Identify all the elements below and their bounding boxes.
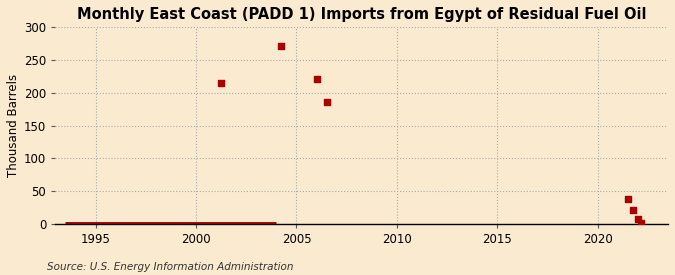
- Point: [216, 81, 227, 85]
- Title: Monthly East Coast (PADD 1) Imports from Egypt of Residual Fuel Oil: Monthly East Coast (PADD 1) Imports from…: [77, 7, 647, 22]
- Point: [636, 221, 647, 225]
- Point: [622, 197, 633, 201]
- Text: Source: U.S. Energy Information Administration: Source: U.S. Energy Information Administ…: [47, 262, 294, 272]
- Point: [311, 77, 322, 81]
- Y-axis label: Thousand Barrels: Thousand Barrels: [7, 74, 20, 177]
- Point: [628, 207, 639, 212]
- Point: [321, 100, 332, 104]
- Point: [632, 217, 643, 221]
- Point: [276, 43, 287, 48]
